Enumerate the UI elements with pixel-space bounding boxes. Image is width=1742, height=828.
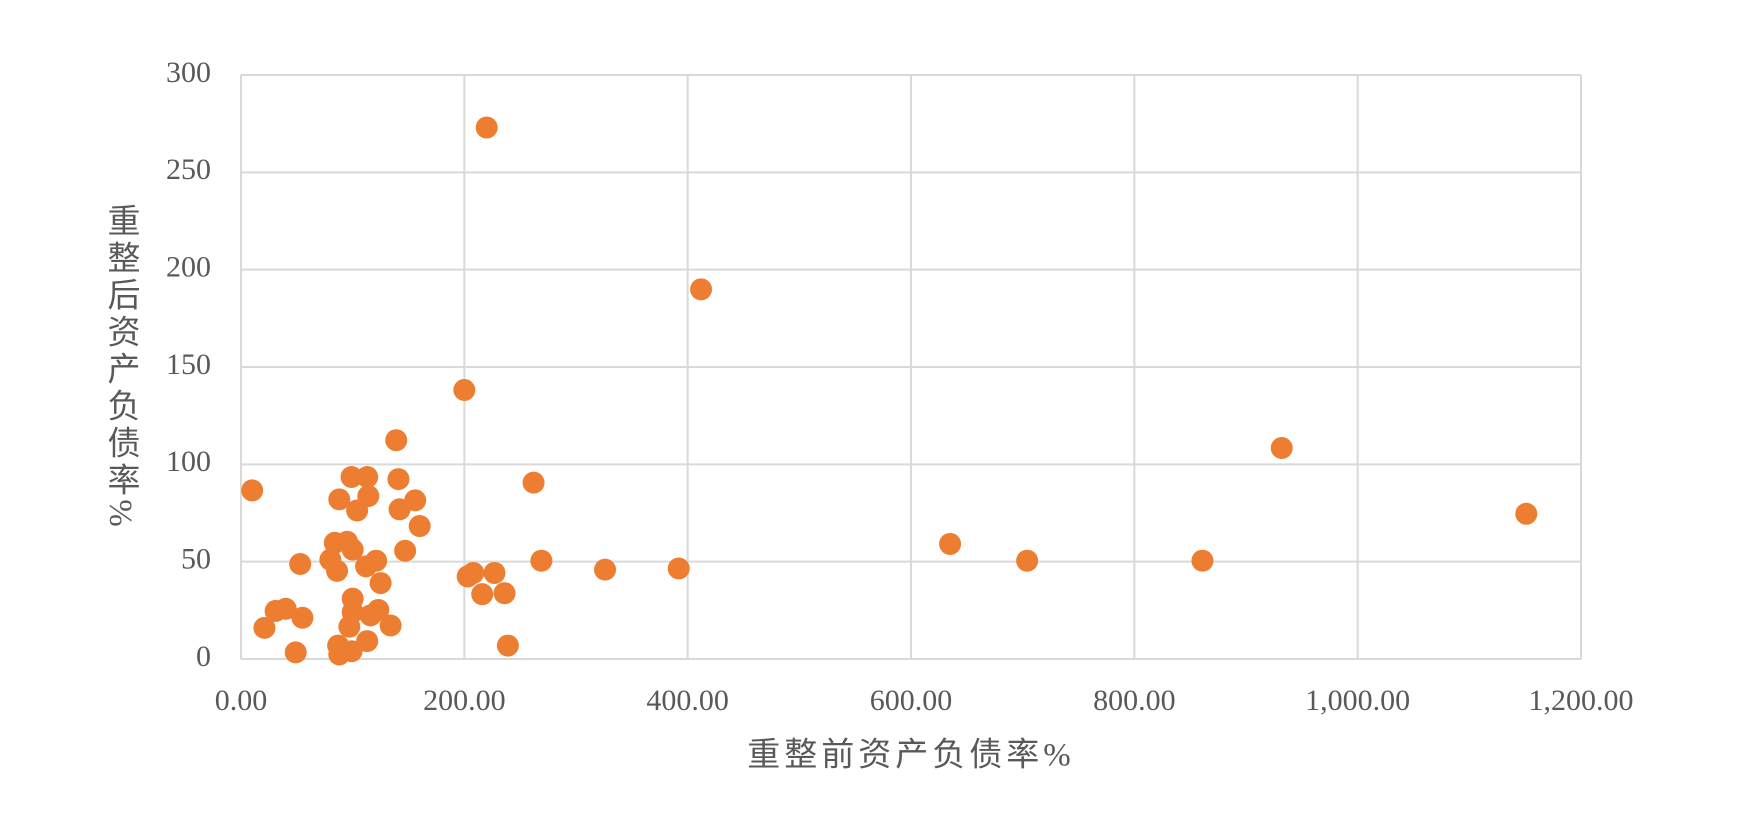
y-tick-label: 300 <box>166 56 211 89</box>
x-axis-title: 重整前资产负债率% <box>747 737 1075 774</box>
point <box>241 479 264 502</box>
point <box>338 615 361 638</box>
point <box>404 489 427 512</box>
point <box>289 553 312 576</box>
point <box>483 561 506 584</box>
y-tick-label: 250 <box>166 153 211 186</box>
x-tick-label: 1,000.00 <box>1305 684 1410 717</box>
point <box>408 515 431 538</box>
point <box>522 471 545 494</box>
point <box>1191 549 1214 572</box>
point <box>356 465 379 488</box>
x-tick-label: 600.00 <box>870 684 953 717</box>
point <box>475 116 498 139</box>
point <box>496 634 519 657</box>
x-tick-label: 400.00 <box>646 684 729 717</box>
point <box>357 485 380 508</box>
point <box>340 640 363 663</box>
point <box>1270 436 1293 459</box>
point <box>326 559 349 582</box>
point <box>369 572 392 595</box>
point <box>462 561 485 584</box>
x-tick-label: 0.00 <box>215 684 268 717</box>
point <box>341 538 364 561</box>
point <box>667 557 690 580</box>
point <box>939 532 962 555</box>
point <box>453 378 476 401</box>
point <box>387 468 410 491</box>
y-tick-label: 200 <box>166 251 211 284</box>
y-axis-title: 重整后资产负债率% <box>102 203 140 531</box>
y-tick-label: 100 <box>166 445 211 478</box>
point <box>394 539 417 562</box>
point <box>379 614 402 637</box>
point <box>365 549 388 572</box>
point <box>328 488 351 511</box>
point <box>367 598 390 621</box>
point <box>493 582 516 605</box>
point <box>385 429 408 452</box>
point <box>471 583 494 606</box>
point <box>530 549 553 572</box>
x-tick-label: 1,200.00 <box>1529 684 1634 717</box>
y-tick-label: 0 <box>196 640 211 673</box>
point <box>690 278 713 301</box>
point <box>284 641 307 664</box>
point <box>274 597 297 620</box>
point <box>291 606 314 629</box>
y-tick-label: 50 <box>181 543 211 576</box>
point <box>340 465 363 488</box>
point <box>594 558 617 581</box>
y-tick-label: 150 <box>166 348 211 381</box>
x-tick-label: 800.00 <box>1093 684 1176 717</box>
point <box>356 630 379 653</box>
point <box>1016 549 1039 572</box>
point <box>1515 502 1538 525</box>
x-tick-label: 200.00 <box>423 684 506 717</box>
point <box>253 616 276 639</box>
